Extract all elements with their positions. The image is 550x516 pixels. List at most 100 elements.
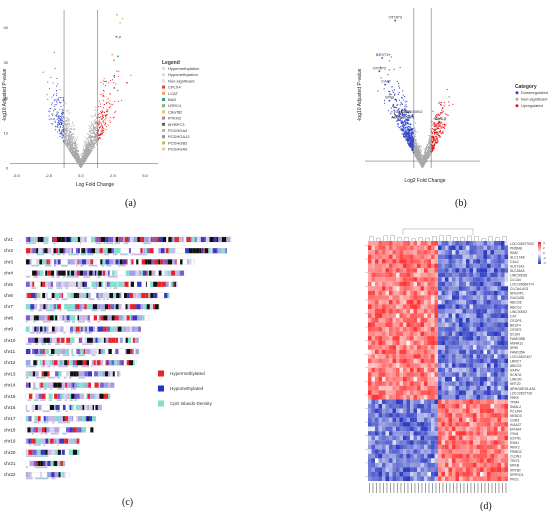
heatmap-cell xyxy=(420,268,425,273)
chromosome-band xyxy=(52,393,55,399)
density-band xyxy=(74,365,79,368)
point-b xyxy=(420,149,422,151)
heatmap-cell xyxy=(480,268,484,273)
chromosome-band xyxy=(102,259,106,265)
point-b xyxy=(440,127,442,129)
chromosome-band xyxy=(48,326,51,332)
ylabel-a: -log10 Adjusted P-value xyxy=(2,68,8,121)
point-a xyxy=(71,153,73,155)
point-b xyxy=(404,110,406,112)
chromosome-band xyxy=(35,293,37,298)
chromosome-band xyxy=(93,360,96,366)
chromosome-band xyxy=(122,270,126,276)
point-a xyxy=(72,137,74,139)
density-band xyxy=(48,376,52,379)
heatmap-cell xyxy=(385,254,390,260)
heatmap-cell xyxy=(375,241,379,246)
point-a xyxy=(95,141,97,143)
chromosome-band xyxy=(84,304,87,310)
chromosome-band xyxy=(70,371,74,377)
point-a xyxy=(63,136,66,138)
density-band xyxy=(73,388,77,390)
point-b xyxy=(420,152,422,154)
plot-area-b xyxy=(365,5,480,170)
chromosome-band xyxy=(72,360,75,366)
heatmap-cell xyxy=(403,250,407,255)
density-band xyxy=(55,298,59,301)
heatmap-cell xyxy=(434,272,439,278)
heatmap-cell xyxy=(389,254,393,260)
chromosome-band xyxy=(125,337,128,343)
chromosome-label: chr2 xyxy=(4,248,13,253)
point-a xyxy=(87,139,89,141)
chromosome-band xyxy=(50,326,52,332)
chromosome-band xyxy=(99,293,104,298)
heatmap-cell xyxy=(396,268,400,273)
chromosome-band xyxy=(30,304,35,310)
point-a xyxy=(73,128,75,130)
chromosome-band xyxy=(208,248,211,254)
chromosome-band xyxy=(55,304,58,310)
chromosome-band xyxy=(195,237,197,242)
chromosome-band xyxy=(127,337,132,343)
chromosome-band xyxy=(131,337,133,343)
density-band xyxy=(47,298,50,301)
point-b xyxy=(410,143,412,145)
point-a xyxy=(58,122,60,124)
heatmap-cell xyxy=(399,241,404,246)
chromosome-band xyxy=(134,248,138,254)
point-a xyxy=(94,139,96,142)
point-b xyxy=(392,90,394,92)
density-band xyxy=(94,264,97,267)
point-a xyxy=(73,125,75,127)
point-a xyxy=(103,100,105,102)
point-a xyxy=(93,137,95,139)
point-a xyxy=(77,150,79,152)
highlight-point-a xyxy=(113,86,116,89)
heatmap-cell xyxy=(392,259,397,264)
chromosome-band xyxy=(75,405,79,410)
chromosome-band xyxy=(30,360,34,366)
point-b xyxy=(399,119,401,122)
point-b xyxy=(420,150,422,152)
chromosome-band xyxy=(63,248,66,254)
density-band xyxy=(97,320,100,323)
density-band xyxy=(74,399,77,401)
point-a xyxy=(47,98,49,100)
point-a xyxy=(104,116,106,118)
chromosome-band xyxy=(105,349,109,354)
point-b xyxy=(388,110,390,112)
chromosome-band xyxy=(31,237,35,242)
density-band xyxy=(61,264,66,267)
point-b xyxy=(415,122,417,124)
chromosome-band xyxy=(80,349,84,354)
point-b xyxy=(410,115,412,117)
density-band xyxy=(120,264,122,267)
chromosome-band xyxy=(31,416,35,422)
chromosome-band xyxy=(158,259,161,265)
chromosome-band xyxy=(175,259,177,265)
legend-label-b: Upregulated xyxy=(521,103,543,108)
chromosome-band xyxy=(151,259,155,265)
point-b xyxy=(408,130,410,132)
point-a xyxy=(114,112,116,114)
chromosome-band xyxy=(98,382,100,388)
heatmap-cell xyxy=(490,241,495,246)
chromosome-band xyxy=(74,337,79,343)
density-band xyxy=(70,388,74,390)
point-b xyxy=(406,137,408,139)
legend-swatch-a xyxy=(162,98,165,101)
chromosome-band xyxy=(34,416,39,422)
point-b xyxy=(413,118,415,120)
point-b xyxy=(436,119,438,121)
chromosome-band xyxy=(119,293,121,298)
point-a xyxy=(95,130,97,132)
heatmap-cell xyxy=(459,259,463,264)
density-band xyxy=(26,276,28,278)
heatmap-cell xyxy=(494,272,498,278)
density-band xyxy=(38,309,43,312)
point-b xyxy=(390,56,392,58)
chromosome-band xyxy=(75,304,77,310)
legend-swatch-a xyxy=(162,122,165,126)
chromosome-band xyxy=(52,237,54,242)
